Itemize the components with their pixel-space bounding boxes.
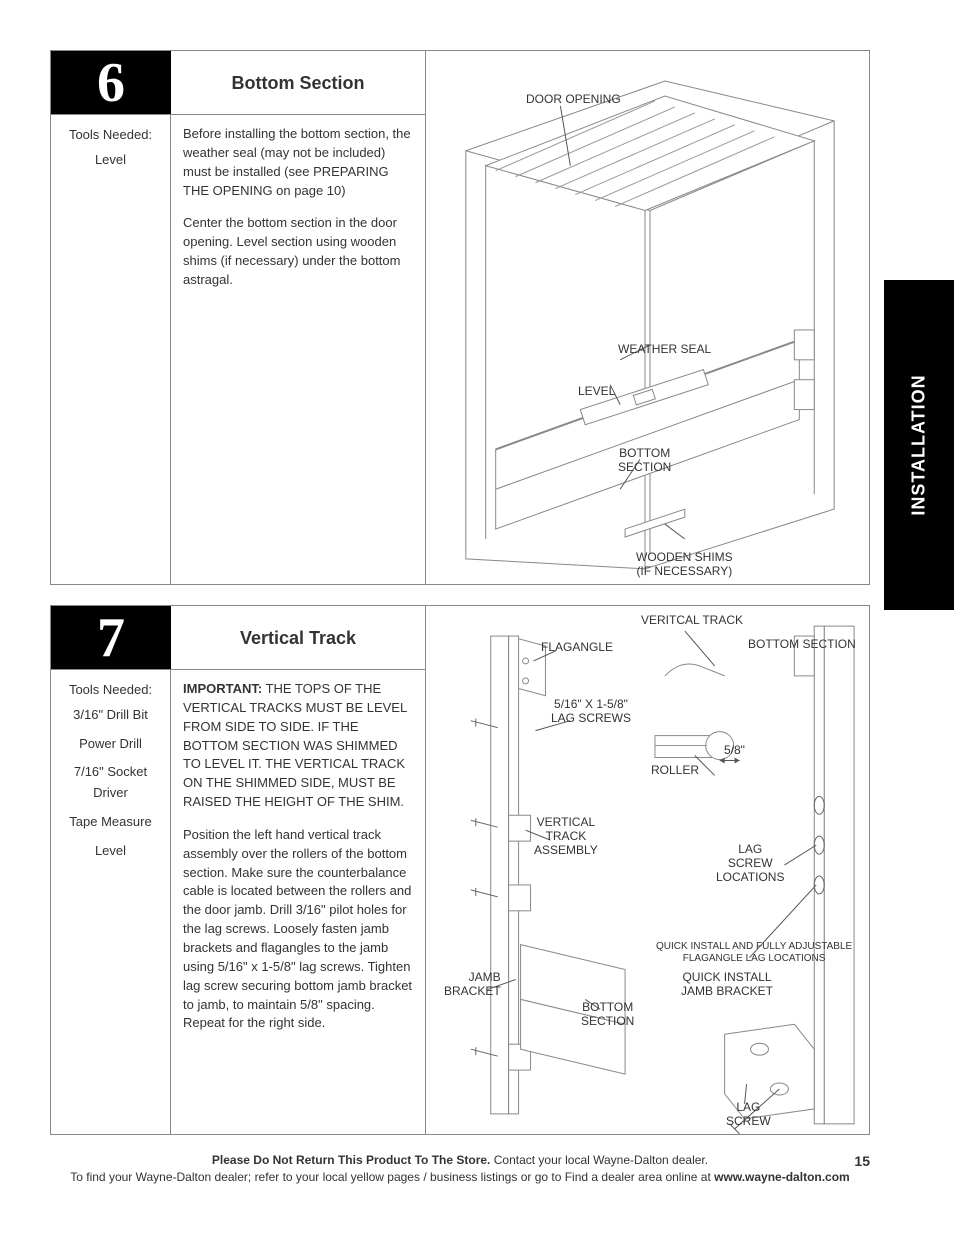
tool-item: Level [57, 841, 164, 862]
step-7-title: Vertical Track [171, 606, 425, 669]
label-flagangle: FLAGANGLE [541, 641, 613, 655]
step-6-tools: Tools Needed: Level [51, 115, 171, 584]
label-level: LEVEL [578, 385, 615, 399]
label-lag-screw-locations: LAG SCREW LOCATIONS [716, 843, 784, 884]
important-label: IMPORTANT: [183, 681, 262, 696]
section-tab: INSTALLATION [884, 280, 954, 610]
label-bottom-section: BOTTOM SECTION [618, 447, 671, 475]
label-vertical-track: VERITCAL TRACK [641, 614, 743, 628]
label-quick-install-line: QUICK INSTALL AND FULLY ADJUSTABLE FLAGA… [656, 941, 852, 964]
tools-needed-label: Tools Needed: [57, 125, 164, 146]
step-7-instructions: IMPORTANT: THE TOPS OF THE VERTICAL TRAC… [171, 670, 425, 1134]
label-door-opening: DOOR OPENING [526, 93, 621, 107]
label-quick-install-jamb: QUICK INSTALL JAMB BRACKET [681, 971, 773, 999]
tool-item: Tape Measure [57, 812, 164, 833]
tool-item: Level [57, 150, 164, 171]
step-7-tools: Tools Needed: 3/16" Drill Bit Power Dril… [51, 670, 171, 1134]
label-jamb-bracket: JAMB BRACKET [444, 971, 501, 999]
label-weather-seal: WEATHER SEAL [618, 343, 711, 357]
label-bottom-section-right: BOTTOM SECTION [748, 638, 856, 652]
footer-line-1: Please Do Not Return This Product To The… [50, 1152, 870, 1169]
step-6-title: Bottom Section [171, 51, 425, 114]
label-wooden-shims: WOODEN SHIMS (IF NECESSARY) [636, 551, 733, 579]
tool-item: 3/16" Drill Bit [57, 705, 164, 726]
step-6-left: 6 Bottom Section Tools Needed: Level Bef… [51, 51, 426, 584]
step-6-tools-list: Level [57, 150, 164, 171]
label-bottom-section-7: BOTTOM SECTION [581, 1001, 634, 1029]
page-number: 15 [854, 1152, 870, 1172]
tool-item: 7/16" Socket Driver [57, 762, 164, 804]
step-7-tools-list: 3/16" Drill Bit Power Drill 7/16" Socket… [57, 705, 164, 862]
step-6-para-1: Before installing the bottom section, th… [183, 125, 413, 200]
diagram-6-svg [426, 51, 869, 584]
step-6-body: Tools Needed: Level Before installing th… [51, 115, 425, 584]
label-five-eighths: 5/8" [724, 744, 745, 758]
label-roller: ROLLER [651, 764, 699, 778]
page-footer: Please Do Not Return This Product To The… [50, 1152, 870, 1186]
step-7-number: 7 [51, 606, 171, 669]
label-lag-screws-size: 5/16" X 1-5/8" LAG SCREWS [551, 698, 631, 726]
step-6: 6 Bottom Section Tools Needed: Level Bef… [50, 50, 870, 585]
step-6-para-2: Center the bottom section in the door op… [183, 214, 413, 289]
label-vertical-track-assembly: VERTICAL TRACK ASSEMBLY [534, 816, 598, 857]
step-7-body: Tools Needed: 3/16" Drill Bit Power Dril… [51, 670, 425, 1134]
label-lag-screw: LAG SCREW [726, 1101, 771, 1129]
tools-needed-label: Tools Needed: [57, 680, 164, 701]
step-7-header: 7 Vertical Track [51, 606, 425, 670]
important-text: THE TOPS OF THE VERTICAL TRACKS MUST BE … [183, 681, 407, 809]
footer-rest: Contact your local Wayne-Dalton dealer. [490, 1153, 708, 1167]
page-content: 6 Bottom Section Tools Needed: Level Bef… [50, 50, 870, 1155]
step-7-para-2: Position the left hand vertical track as… [183, 826, 413, 1033]
step-6-diagram: DOOR OPENING WEATHER SEAL LEVEL BOTTOM S… [426, 51, 869, 584]
tool-item: Power Drill [57, 734, 164, 755]
step-7-important: IMPORTANT: THE TOPS OF THE VERTICAL TRAC… [183, 680, 413, 812]
step-7: 7 Vertical Track Tools Needed: 3/16" Dri… [50, 605, 870, 1135]
step-7-diagram: FLAGANGLE 5/16" X 1-5/8" LAG SCREWS VERT… [426, 606, 869, 1134]
step-6-header: 6 Bottom Section [51, 51, 425, 115]
step-6-instructions: Before installing the bottom section, th… [171, 115, 425, 584]
step-6-number: 6 [51, 51, 171, 114]
footer-line-2: To find your Wayne-Dalton dealer; refer … [50, 1169, 870, 1186]
footer-line-2a: To find your Wayne-Dalton dealer; refer … [70, 1170, 714, 1184]
diagram-7-svg [426, 606, 869, 1134]
step-7-left: 7 Vertical Track Tools Needed: 3/16" Dri… [51, 606, 426, 1134]
section-tab-label: INSTALLATION [909, 374, 930, 515]
footer-url: www.wayne-dalton.com [714, 1170, 850, 1184]
footer-bold: Please Do Not Return This Product To The… [212, 1153, 490, 1167]
